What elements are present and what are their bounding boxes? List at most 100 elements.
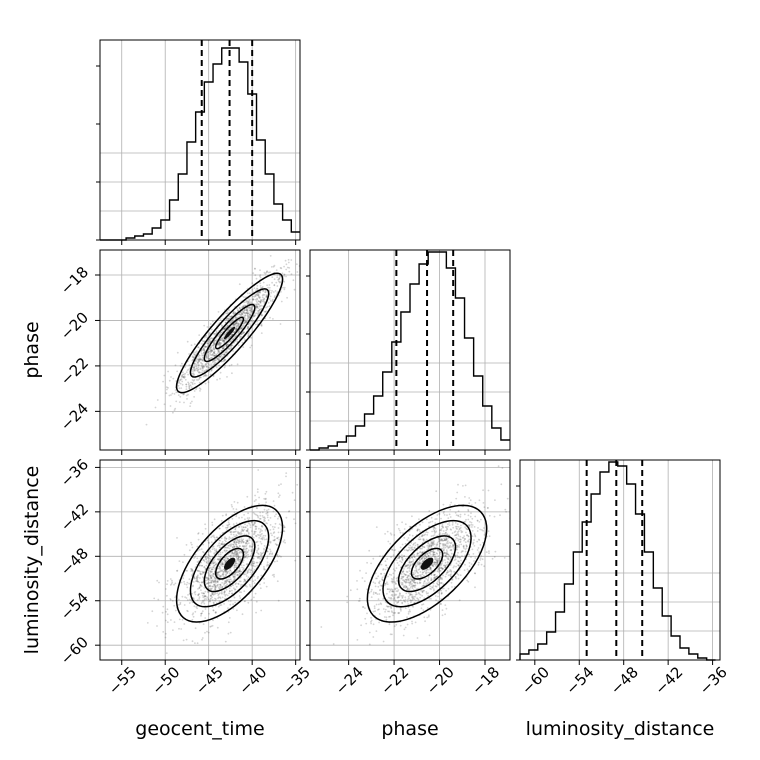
scatter-point [224, 597, 226, 600]
scatter-point [248, 532, 250, 535]
scatter-point [191, 569, 194, 571]
scatter-point [256, 549, 259, 552]
scatter-point [436, 541, 439, 544]
scatter-point [411, 556, 413, 559]
scatter-point [247, 325, 249, 328]
scatter-point [376, 593, 379, 595]
scatter-point [210, 580, 213, 583]
scatter-point [464, 550, 467, 553]
scatter-point [474, 535, 477, 538]
scatter-point [411, 548, 413, 550]
scatter-point [392, 578, 394, 581]
scatter-point [266, 564, 268, 567]
scatter-point [372, 593, 375, 595]
scatter-point [217, 342, 220, 345]
scatter-point [209, 570, 211, 572]
scatter-point [412, 548, 415, 551]
scatter-point [440, 528, 443, 530]
scatter-point [206, 365, 208, 368]
scatter-point [442, 530, 445, 532]
scatter-point [207, 562, 209, 565]
scatter-point [481, 558, 484, 561]
scatter-point [193, 356, 196, 359]
scatter-point [213, 552, 216, 555]
scatter-point [192, 374, 195, 377]
scatter-point [274, 538, 276, 541]
scatter-point [237, 322, 239, 324]
scatter-point [414, 566, 417, 569]
scatter-point [467, 539, 470, 542]
scatter-point [187, 383, 190, 386]
scatter-point [242, 305, 245, 308]
scatter-point [402, 570, 404, 573]
scatter-point [396, 579, 398, 582]
scatter-point [370, 619, 373, 622]
scatter-point [428, 581, 431, 584]
scatter-point [410, 593, 412, 596]
scatter-point [401, 597, 404, 599]
scatter-point [263, 549, 265, 551]
scatter-point [246, 302, 249, 304]
scatter-point [237, 309, 240, 312]
scatter-point [218, 557, 221, 560]
scatter-point [268, 286, 271, 289]
scatter-point [244, 545, 247, 548]
scatter-point [408, 584, 411, 587]
scatter-point [409, 599, 411, 601]
scatter-point [467, 535, 470, 537]
scatter-point [431, 530, 433, 533]
scatter-point [225, 584, 228, 587]
scatter-point [223, 328, 226, 330]
scatter-point [248, 314, 251, 316]
scatter-point [415, 599, 417, 602]
scatter-point [207, 355, 210, 358]
scatter-point [231, 372, 233, 375]
scatter-point [454, 555, 457, 558]
scatter-point [208, 339, 211, 342]
scatter-point [278, 515, 280, 518]
scatter-point [390, 533, 393, 536]
scatter-point [224, 549, 226, 551]
scatter-point [204, 631, 206, 634]
scatter-point [245, 547, 248, 550]
scatter-point [440, 539, 443, 542]
scatter-point [439, 551, 442, 554]
scatter-point [403, 555, 405, 558]
scatter-point [223, 333, 226, 336]
scatter-point [182, 561, 184, 564]
scatter-point [418, 563, 421, 566]
scatter-point [273, 504, 276, 507]
scatter-point [246, 315, 249, 317]
scatter-point [236, 562, 238, 565]
scatter-point [210, 369, 213, 371]
scatter-point [240, 530, 243, 533]
scatter-point [210, 345, 213, 347]
scatter-point [445, 538, 448, 541]
scatter-point [429, 587, 431, 590]
scatter-point [193, 356, 196, 358]
scatter-point [203, 374, 206, 376]
scatter-point [449, 508, 452, 511]
scatter-point [398, 594, 401, 597]
scatter-point [240, 583, 243, 586]
scatter-point [212, 353, 214, 356]
scatter-point [260, 324, 263, 327]
scatter-point [221, 543, 223, 546]
scatter-point [376, 577, 378, 580]
scatter-point [222, 347, 224, 350]
scatter-point [374, 610, 376, 612]
scatter-point [282, 540, 285, 543]
scatter-point [386, 530, 389, 533]
scatter-point [421, 594, 423, 597]
scatter-point [228, 336, 231, 338]
scatter-point [177, 379, 180, 382]
scatter-point [219, 576, 222, 579]
scatter-point [263, 568, 265, 571]
scatter-point [213, 341, 216, 344]
scatter-point [442, 539, 444, 542]
scatter-point [413, 556, 416, 558]
scatter-point [430, 544, 433, 547]
scatter-point [170, 376, 172, 378]
scatter-point [443, 533, 445, 535]
scatter-point [448, 513, 451, 516]
